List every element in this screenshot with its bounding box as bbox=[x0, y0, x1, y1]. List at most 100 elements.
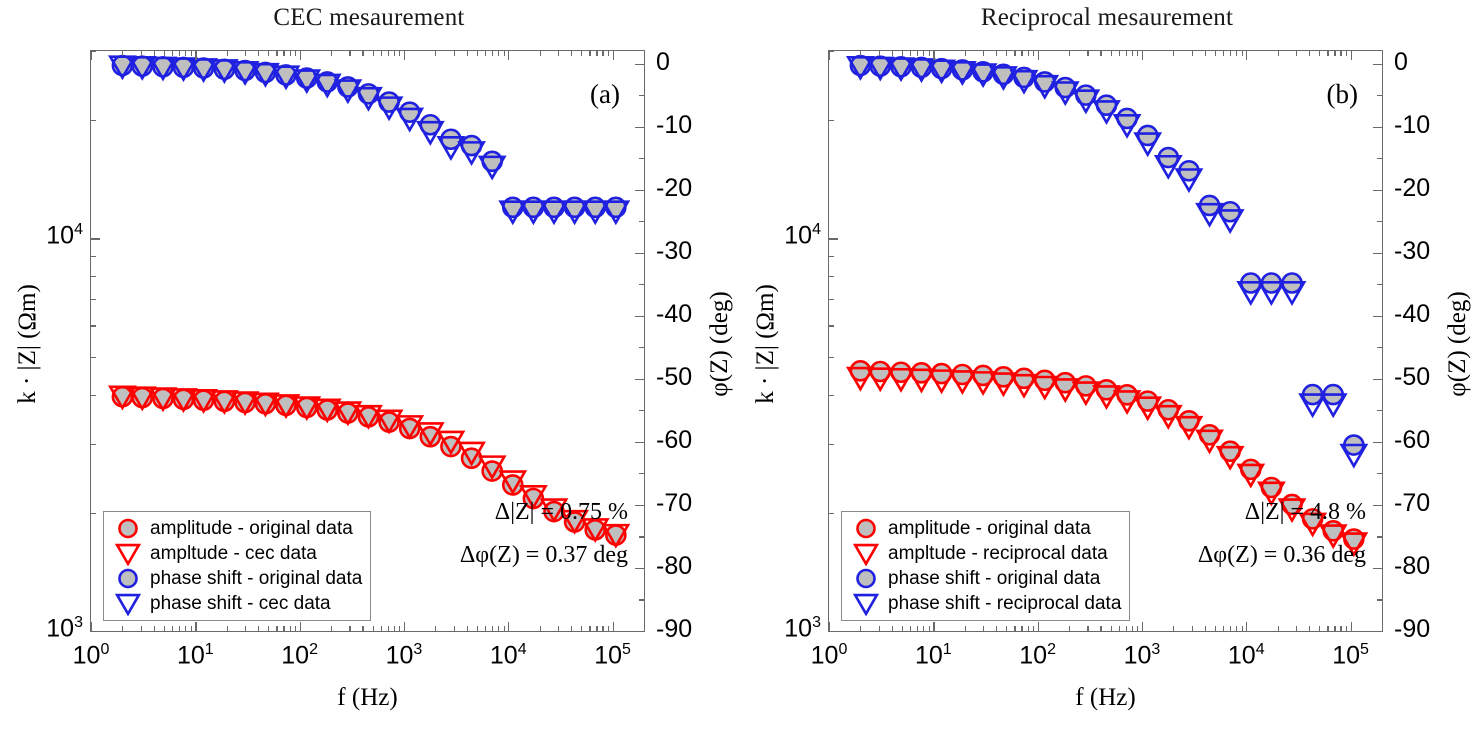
x-tick bbox=[258, 51, 260, 56]
x-tick bbox=[226, 51, 228, 56]
data-point-triangle bbox=[415, 422, 445, 448]
panel-b-title: Reciprocal mesaurement bbox=[980, 4, 1234, 31]
legend-item[interactable]: amplitude - original data bbox=[108, 516, 362, 541]
y-left-tick bbox=[829, 256, 834, 258]
data-point-triangle bbox=[1092, 100, 1121, 126]
y-right-tick-label: 0 bbox=[1394, 47, 1408, 76]
panel-a-xaxis-title: f (Hz) bbox=[337, 684, 398, 711]
panel-b-yaxis-right-title: φ(Z) (deg) bbox=[1444, 291, 1471, 397]
data-point-triangle bbox=[1153, 404, 1183, 430]
panel-a-yaxis-left-title: k · |Z| (Ωm) bbox=[14, 284, 41, 404]
data-point-triangle bbox=[189, 389, 218, 414]
legend-marker bbox=[852, 543, 880, 566]
x-tick bbox=[245, 626, 247, 631]
x-tick bbox=[581, 626, 583, 631]
data-point-triangle bbox=[477, 155, 507, 181]
legend-triangle-icon bbox=[108, 591, 148, 616]
y-right-minor-tick bbox=[1377, 95, 1382, 97]
panel-b-legend[interactable]: amplitude - original data ampltude - reci… bbox=[841, 511, 1131, 621]
series-triangle-down-right bbox=[107, 55, 631, 226]
y-right-tick-label: -40 bbox=[1394, 299, 1431, 328]
x-tick-label: 101 bbox=[176, 641, 214, 670]
x-tick bbox=[283, 51, 285, 56]
legend-item[interactable]: phase shift - original data bbox=[108, 566, 362, 591]
x-tick bbox=[1340, 51, 1342, 56]
y-right-minor-tick bbox=[1377, 599, 1382, 601]
y-left-tick bbox=[829, 631, 838, 633]
data-point-triangle bbox=[251, 62, 280, 88]
y-right-minor-tick bbox=[639, 95, 644, 97]
x-tick bbox=[1246, 622, 1248, 631]
data-point-triangle bbox=[1071, 381, 1101, 407]
y-left-tick bbox=[829, 51, 834, 53]
y-right-minor-tick bbox=[1377, 473, 1382, 475]
legend-item[interactable]: phase shift - cec data bbox=[108, 591, 362, 616]
panel-a-axes: (a) Δ|Z| = 0.75 % Δφ(Z) = 0.37 deg ampli… bbox=[46, 48, 692, 670]
y-left-tick bbox=[91, 394, 96, 396]
data-point-triangle bbox=[968, 63, 998, 89]
y-right-tick-label: 0 bbox=[656, 47, 670, 76]
legend-label: amplitude - original data bbox=[888, 517, 1091, 539]
data-point-triangle bbox=[107, 55, 137, 81]
data-point-triangle bbox=[1174, 168, 1204, 194]
panel-a-annotation-magnitude: Δ|Z| = 0.75 % bbox=[494, 499, 628, 525]
x-tick bbox=[602, 626, 604, 631]
x-tick bbox=[1037, 622, 1039, 631]
x-tick bbox=[1173, 626, 1175, 631]
y-left-tick bbox=[829, 299, 834, 301]
data-point-triangle bbox=[1133, 132, 1163, 158]
x-tick bbox=[140, 626, 142, 631]
data-point-triangle bbox=[1215, 209, 1245, 235]
y-right-tick bbox=[1373, 504, 1382, 507]
legend-marker bbox=[856, 518, 876, 539]
x-tick bbox=[399, 51, 401, 56]
data-point-triangle bbox=[1236, 463, 1266, 489]
x-tick bbox=[1277, 51, 1279, 56]
x-tick bbox=[1345, 51, 1347, 56]
data-point-triangle bbox=[1112, 390, 1142, 416]
x-tick bbox=[1027, 626, 1029, 631]
x-tick bbox=[1069, 626, 1071, 631]
data-point-triangle bbox=[107, 385, 137, 411]
data-point-triangle bbox=[354, 404, 383, 430]
x-tick-label: 101 bbox=[914, 641, 952, 670]
data-point-triangle bbox=[498, 470, 528, 496]
legend-triangle-icon bbox=[846, 541, 886, 566]
x-tick bbox=[1340, 626, 1342, 631]
x-tick bbox=[1345, 626, 1347, 631]
x-tick bbox=[644, 51, 646, 56]
legend-item[interactable]: phase shift - reciprocal data bbox=[846, 591, 1121, 616]
x-tick bbox=[1069, 51, 1071, 56]
x-tick bbox=[453, 626, 455, 631]
y-left-tick bbox=[91, 512, 96, 514]
x-tick bbox=[153, 626, 155, 631]
x-tick bbox=[1014, 626, 1016, 631]
x-tick bbox=[153, 51, 155, 56]
data-point-circle bbox=[1136, 124, 1159, 147]
panel-a-legend[interactable]: amplitude - original data ampltude - cec … bbox=[103, 511, 372, 621]
legend-label: ampltude - reciprocal data bbox=[888, 542, 1108, 564]
y-right-minor-tick bbox=[1377, 221, 1382, 223]
y-right-minor-tick bbox=[639, 473, 644, 475]
x-tick bbox=[933, 622, 935, 631]
y-right-tick bbox=[635, 567, 644, 570]
legend-item[interactable]: ampltude - reciprocal data bbox=[846, 541, 1121, 566]
y-right-tick bbox=[635, 504, 644, 507]
x-tick bbox=[190, 51, 192, 56]
x-tick bbox=[276, 51, 278, 56]
legend-label: ampltude - cec data bbox=[150, 542, 317, 564]
legend-item[interactable]: phase shift - original data bbox=[846, 566, 1121, 591]
data-point-triangle bbox=[518, 484, 548, 510]
x-tick bbox=[1100, 626, 1102, 631]
legend-item[interactable]: amplitude - original data bbox=[846, 516, 1121, 541]
x-tick-label: 102 bbox=[1019, 641, 1056, 670]
panel-a-letter: (a) bbox=[590, 79, 620, 109]
data-point-triangle bbox=[251, 392, 280, 418]
legend-item[interactable]: ampltude - cec data bbox=[108, 541, 362, 566]
panel-b-annotation-magnitude: Δ|Z| = 4.8 % bbox=[1244, 499, 1366, 525]
legend-marker bbox=[118, 518, 138, 539]
x-tick bbox=[492, 51, 494, 56]
x-tick bbox=[380, 626, 382, 631]
x-tick bbox=[596, 51, 598, 56]
x-tick bbox=[964, 626, 966, 631]
